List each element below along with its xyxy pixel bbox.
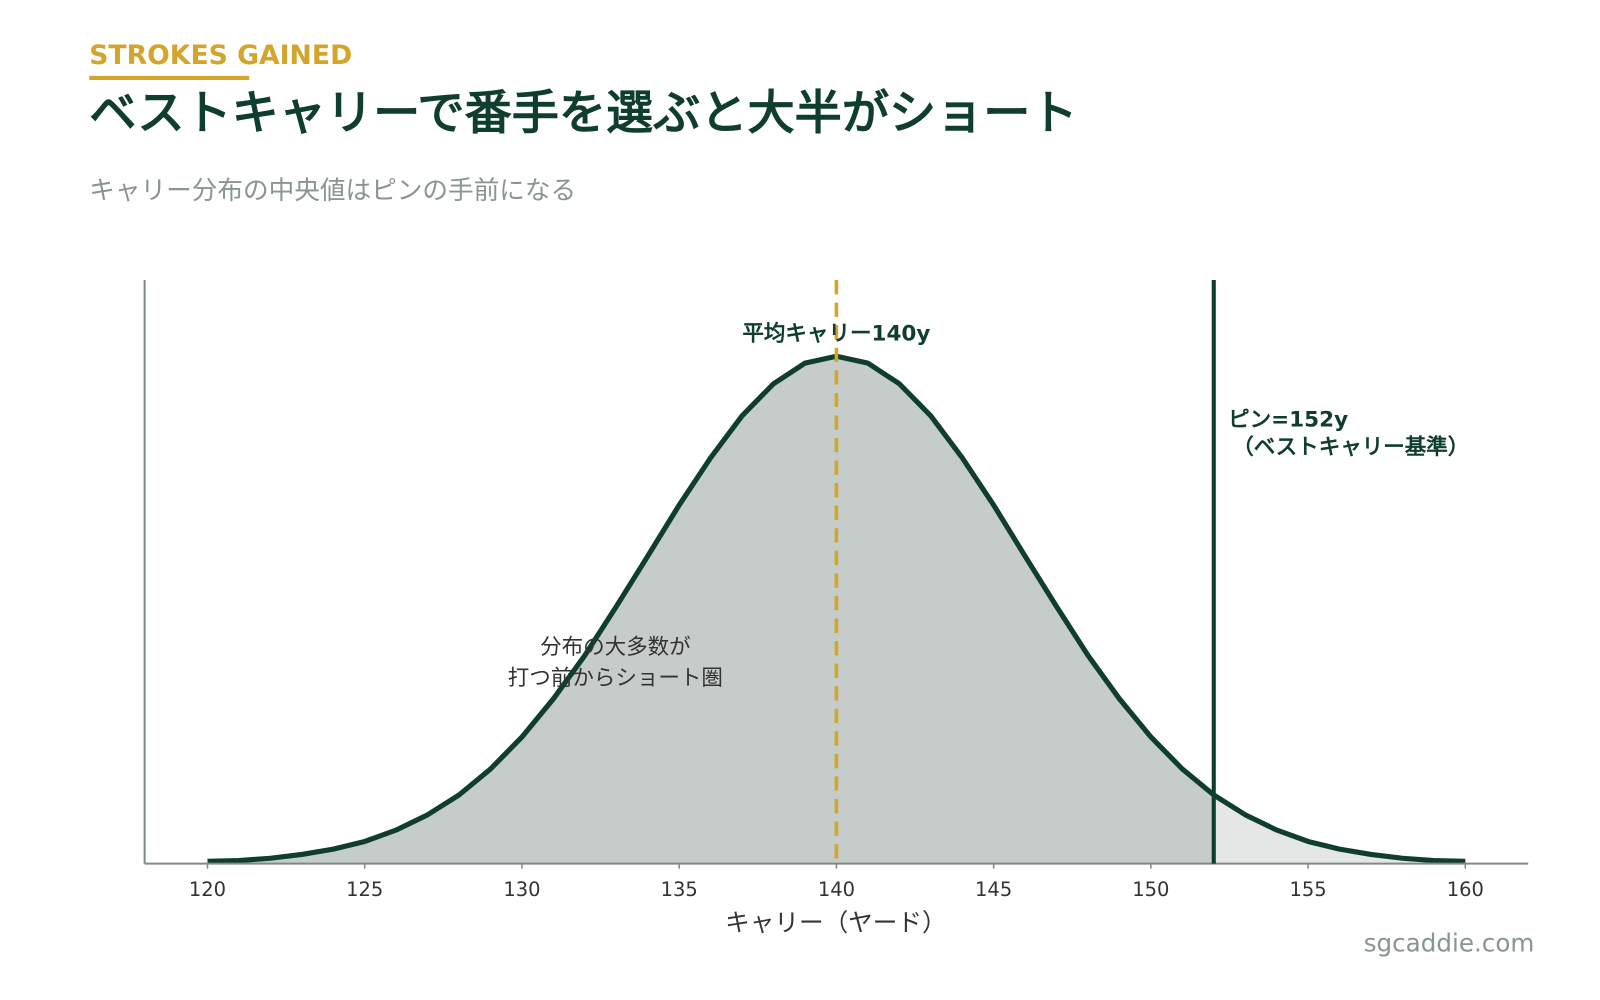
x-tick-label: 145: [975, 878, 1012, 901]
chart-title: ベストキャリーで番手を選ぶと大半がショート: [89, 86, 1077, 141]
x-tick-label: 135: [661, 878, 698, 901]
x-tick-label: 140: [818, 878, 855, 901]
x-tick-label: 120: [189, 878, 226, 901]
pin-sublabel: （ベストキャリー基準）: [1232, 434, 1469, 460]
area-short: [207, 356, 1214, 864]
area-long: [1213, 794, 1466, 864]
x-tick-label: 130: [503, 878, 540, 901]
pin-label: ピン=152y: [1228, 408, 1348, 433]
footer: sgcaddie.com: [1364, 929, 1535, 958]
x-tick-label: 150: [1132, 878, 1169, 901]
annotation: 打つ前からショート圏: [508, 666, 723, 691]
x-tick-label: 125: [346, 878, 383, 901]
annotation: 分布の大多数が: [540, 635, 691, 660]
x-tick-label: 155: [1290, 878, 1327, 901]
x-axis-label: キャリー（ヤード）: [725, 908, 946, 937]
mean-label: 平均キャリー140y: [742, 320, 930, 346]
subtitle: キャリー分布の中央値はピンの手前になる: [89, 176, 576, 206]
kicker: STROKES GAINED: [89, 40, 352, 71]
x-tick-label: 160: [1447, 878, 1484, 901]
kicker-underline: [89, 75, 250, 80]
